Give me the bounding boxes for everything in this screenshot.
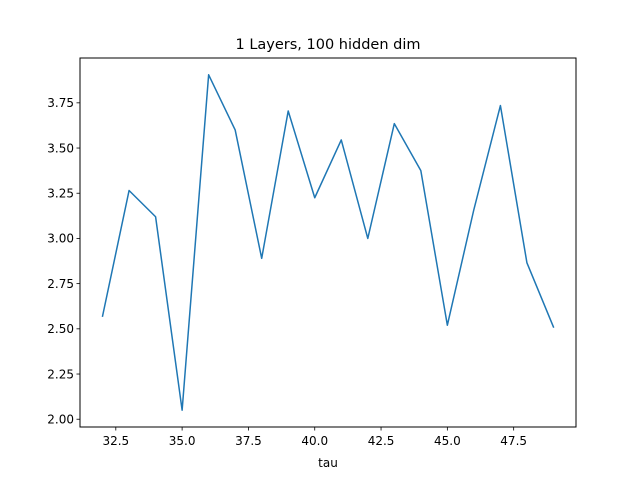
y-tick-label: 3.25 (47, 187, 74, 201)
series-layer (101, 74, 555, 411)
y-tick-label: 2.50 (47, 322, 74, 336)
y-axis-ticks: 2.00 2.25 2.50 2.75 3.00 3.25 3.50 3.75 (47, 96, 80, 427)
y-tick-label: 3.75 (47, 96, 74, 110)
plot-frame (79, 57, 577, 428)
y-tick-label: 2.25 (47, 367, 74, 381)
y-tick-label: 3.50 (47, 141, 74, 155)
y-tick-label: 2.00 (47, 413, 74, 427)
x-tick-label: 42.5 (368, 434, 395, 448)
y-tick-label: 3.00 (47, 232, 74, 246)
series-line-0 (101, 74, 555, 411)
x-axis-label: tau (318, 456, 338, 470)
x-tick-label: 45.0 (434, 434, 461, 448)
x-tick-label: 40.0 (301, 434, 328, 448)
x-axis-ticks: 32.5 35.0 37.5 40.0 42.5 45.0 47.5 (102, 427, 527, 448)
y-tick-label: 2.75 (47, 277, 74, 291)
x-tick-label: 32.5 (102, 434, 129, 448)
chart-title: 1 Layers, 100 hidden dim (235, 37, 420, 53)
x-tick-label: 35.0 (169, 434, 196, 448)
x-tick-label: 47.5 (500, 434, 527, 448)
x-tick-label: 37.5 (235, 434, 262, 448)
